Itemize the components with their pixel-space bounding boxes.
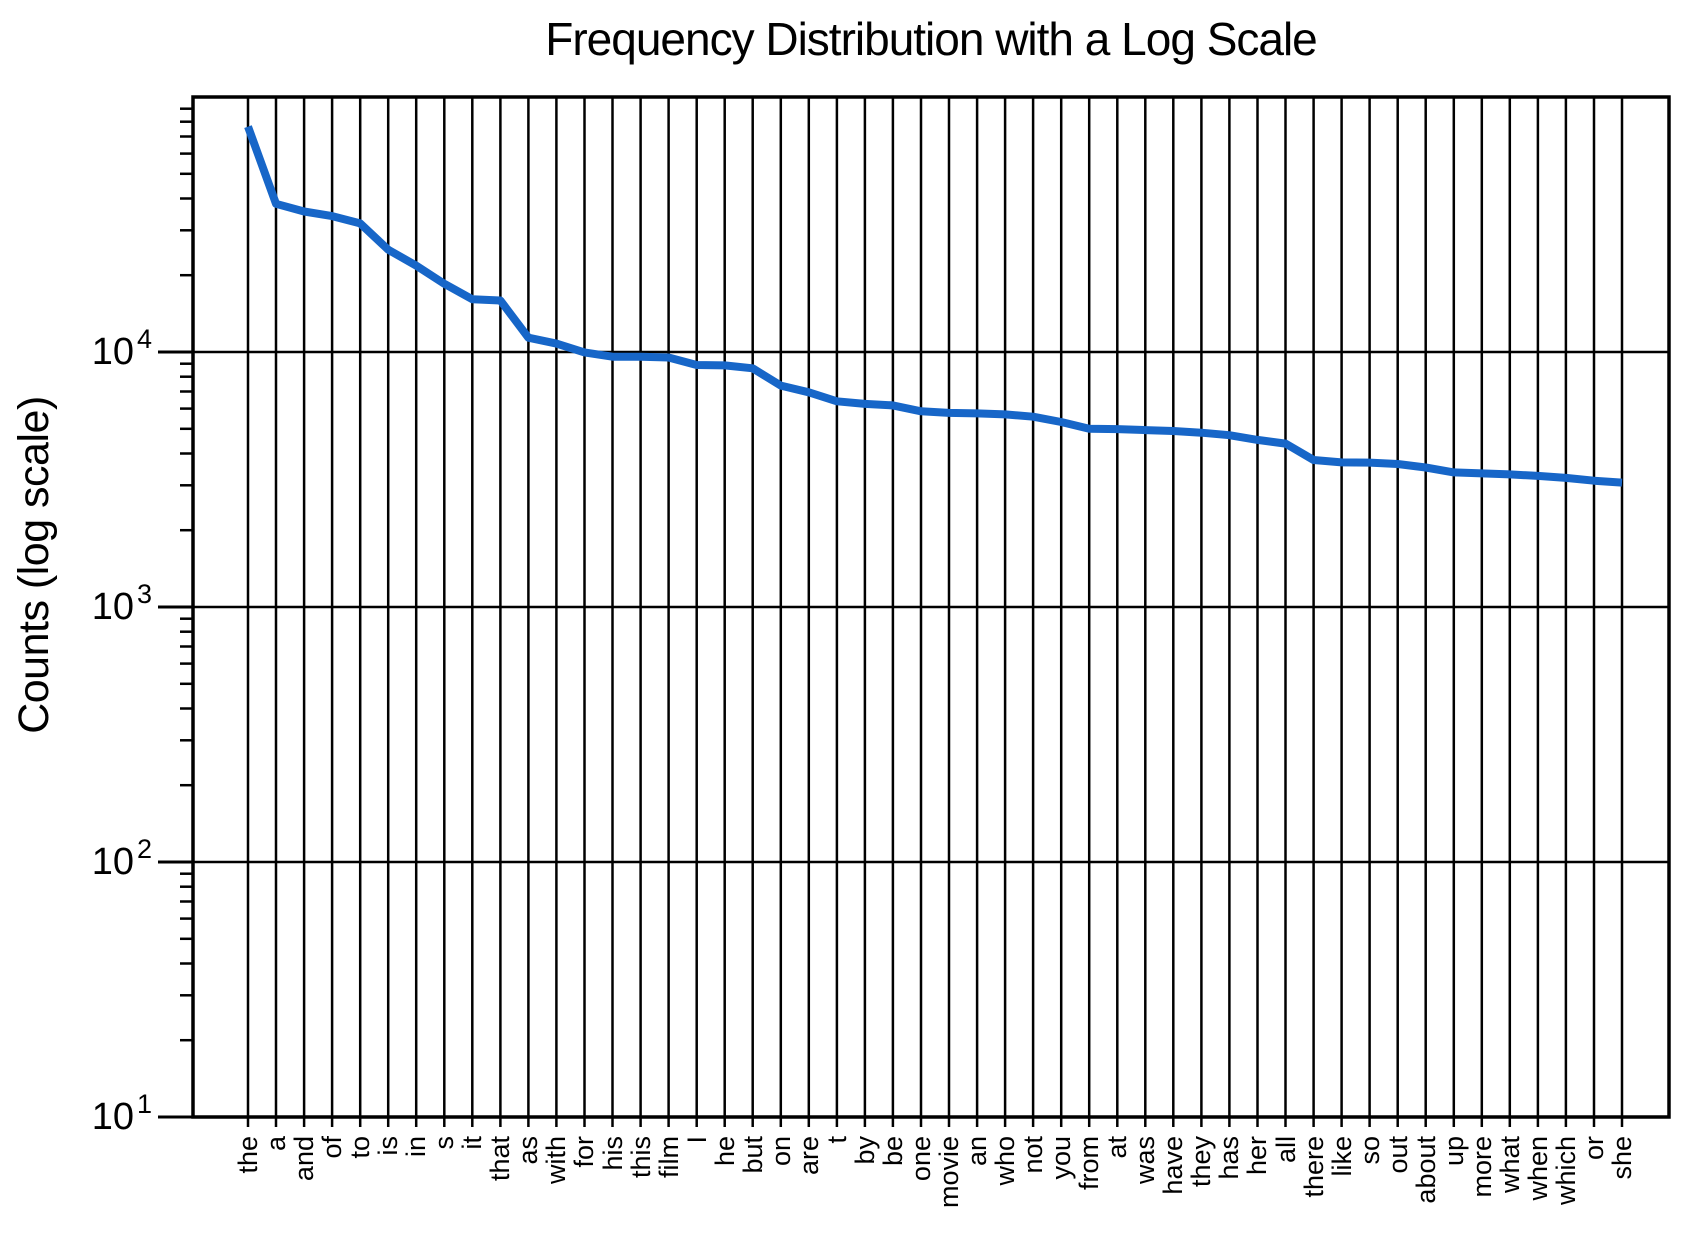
x-tick-label: with [541, 1136, 572, 1185]
x-tick-label: but [737, 1136, 768, 1174]
x-tick-label: you [1046, 1136, 1077, 1180]
x-tick-label: and [289, 1136, 320, 1182]
x-tick-label: this [625, 1136, 656, 1179]
x-tick-label: that [485, 1136, 516, 1182]
frequency-line [244, 125, 1623, 487]
x-tick-label: was [1130, 1136, 1161, 1185]
x-tick-label: who [990, 1136, 1021, 1186]
x-tick-label: not [1018, 1136, 1049, 1174]
x-tick-label: t [821, 1136, 852, 1144]
x-tick-label: when [1522, 1136, 1553, 1201]
x-tick-label: film [653, 1136, 684, 1178]
y-tick-label: 10 3 [91, 578, 152, 628]
x-tick-label: more [1466, 1136, 1497, 1198]
y-tick-label: 10 4 [91, 323, 152, 373]
x-tick-label: for [569, 1136, 600, 1168]
x-tick-label: by [849, 1136, 880, 1165]
x-tick-label: s [429, 1136, 460, 1150]
x-tick-label: have [1158, 1136, 1189, 1195]
x-tick-label: has [1214, 1136, 1245, 1180]
x-tick-label: from [1074, 1136, 1105, 1190]
x-tick-label: or [1578, 1136, 1609, 1161]
x-tick-label: the [233, 1136, 263, 1174]
x-tick-label: about [1410, 1136, 1441, 1204]
x-tick-label: up [1438, 1136, 1469, 1167]
x-tick-label: there [1298, 1136, 1329, 1198]
x-tick-label: of [317, 1136, 348, 1159]
x-tick-label: it [457, 1136, 488, 1150]
x-tick-label: are [793, 1136, 824, 1176]
x-tick-label: like [1326, 1136, 1357, 1177]
x-tick-label: they [1186, 1136, 1217, 1188]
x-tick-label: which [1550, 1136, 1581, 1206]
x-tick-label: on [765, 1136, 796, 1167]
x-tick-label: so [1354, 1136, 1385, 1165]
x-tick-label: a [261, 1136, 292, 1152]
x-tick-label: to [345, 1136, 376, 1159]
x-tick-label: he [709, 1136, 740, 1167]
x-tick-label: one [905, 1136, 936, 1182]
x-tick-label: movie [934, 1136, 965, 1209]
x-tick-label: is [373, 1136, 404, 1156]
x-tick-label: at [1102, 1136, 1133, 1159]
x-tick-label: all [1270, 1136, 1301, 1164]
x-tick-label: an [962, 1136, 993, 1167]
x-tick-label: out [1382, 1136, 1413, 1174]
y-tick-label: 10 1 [91, 1088, 152, 1138]
plot-border [191, 95, 1671, 1119]
chart-title: Frequency Distribution with a Log Scale [545, 13, 1318, 65]
x-tick-label: I [681, 1136, 712, 1144]
x-tick-label: she [1607, 1136, 1637, 1180]
x-tick-label: what [1494, 1136, 1525, 1194]
x-tick-label: in [401, 1136, 432, 1158]
x-tick-label: his [597, 1136, 628, 1171]
x-tick-label: as [513, 1136, 544, 1165]
x-tick-label: her [1242, 1136, 1273, 1176]
x-tick-label: be [877, 1136, 908, 1167]
y-tick-label: 10 2 [91, 833, 152, 883]
